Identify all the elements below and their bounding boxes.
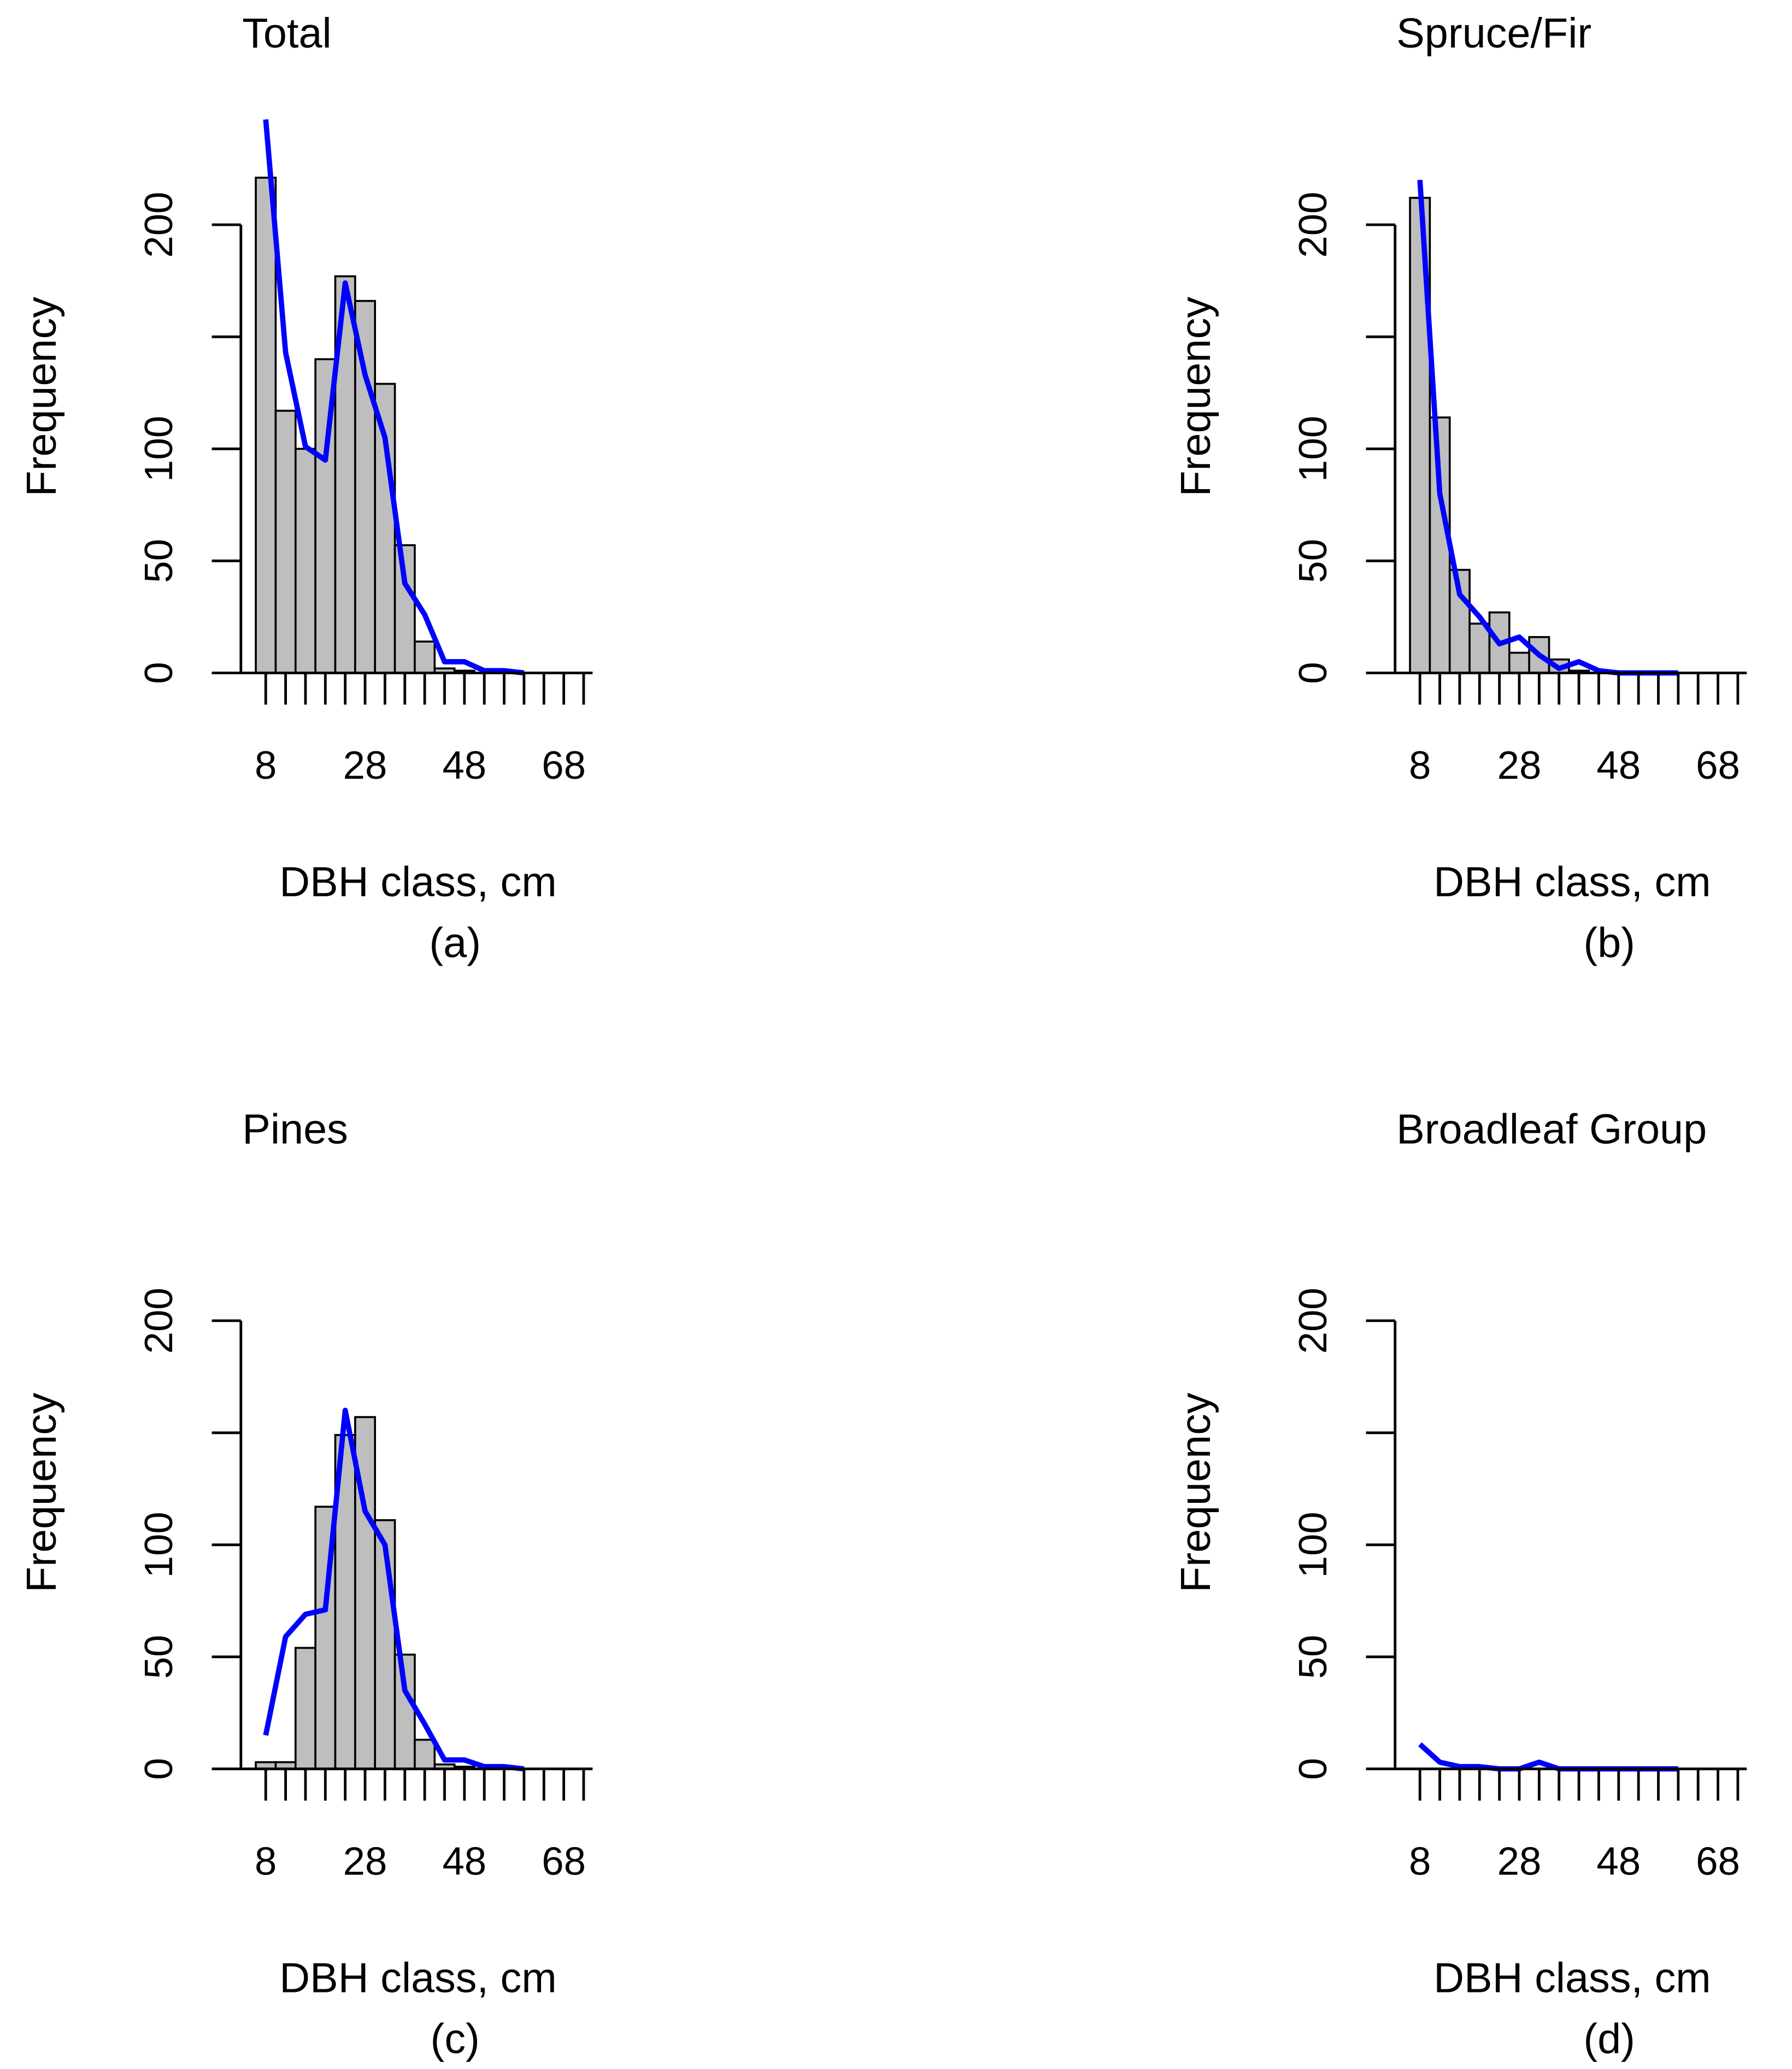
y-tick-label: 50 <box>137 539 181 583</box>
line <box>263 119 525 676</box>
bar <box>1508 651 1530 674</box>
x-tick-label: 28 <box>343 743 387 787</box>
y-tick-label: 200 <box>137 192 181 258</box>
x-tick-label: 48 <box>1596 743 1641 787</box>
y-tick-label: 50 <box>137 1635 181 1679</box>
y-tick-label: 0 <box>137 1758 181 1780</box>
x-tick-label: 28 <box>343 1839 387 1883</box>
y-tick-label: 0 <box>1291 1758 1335 1780</box>
bar <box>414 1738 436 1770</box>
x-axis-label: DBH class, cm <box>279 859 556 906</box>
x-tick-label: 68 <box>542 743 586 787</box>
bar <box>1468 622 1491 674</box>
y-tick-label: 100 <box>1291 1512 1335 1578</box>
y-tick-label: 50 <box>1291 1635 1335 1679</box>
caption: (b) <box>1583 919 1635 966</box>
x-axis-label: DBH class, cm <box>1433 1955 1711 2002</box>
y-tick-label: 0 <box>137 662 181 684</box>
x-tick-label: 48 <box>1596 1839 1641 1883</box>
x-axis-label: DBH class, cm <box>1433 859 1711 906</box>
y-tick-label: 0 <box>1291 662 1335 684</box>
x-tick-label: 68 <box>1696 743 1740 787</box>
y-tick-label: 50 <box>1291 539 1335 583</box>
x-tick-label: 28 <box>1497 1839 1542 1883</box>
y-tick-label: 200 <box>1291 1288 1335 1354</box>
bar <box>374 383 396 674</box>
x-tick-label: 28 <box>1497 743 1542 787</box>
x-tick-label: 68 <box>542 1839 586 1883</box>
y-axis-label: Frequency <box>18 1392 65 1592</box>
y-tick-label: 100 <box>137 1512 181 1578</box>
bar <box>274 409 297 674</box>
chart-title: Spruce/Fir <box>1396 10 1591 57</box>
bar <box>294 448 316 674</box>
caption: (c) <box>431 2015 480 2062</box>
x-tick-label: 48 <box>442 743 486 787</box>
bar <box>255 177 277 674</box>
chart-title: Total <box>242 10 332 57</box>
x-tick-label: 8 <box>255 1839 277 1883</box>
y-tick-label: 100 <box>1291 416 1335 482</box>
y-axis-label: Frequency <box>1172 297 1219 497</box>
x-tick-label: 8 <box>1409 1839 1431 1883</box>
x-tick-label: 48 <box>442 1839 486 1883</box>
bar <box>354 299 377 674</box>
x-axis-label: DBH class, cm <box>279 1955 556 2002</box>
y-tick-label: 200 <box>137 1288 181 1354</box>
line <box>1418 1742 1678 1772</box>
y-axis-label: Frequency <box>18 297 65 497</box>
chart-title: Pines <box>242 1106 348 1153</box>
bar <box>294 1647 316 1770</box>
line <box>263 1407 525 1772</box>
caption: (d) <box>1583 2015 1635 2062</box>
x-tick-label: 68 <box>1696 1839 1740 1883</box>
caption: (a) <box>429 919 481 966</box>
x-tick-label: 8 <box>1409 743 1431 787</box>
y-axis-label: Frequency <box>1172 1392 1219 1592</box>
y-tick-label: 200 <box>1291 192 1335 258</box>
x-tick-label: 8 <box>255 743 277 787</box>
bar <box>414 640 436 674</box>
chart-title: Broadleaf Group <box>1396 1106 1707 1153</box>
y-tick-label: 100 <box>137 416 181 482</box>
